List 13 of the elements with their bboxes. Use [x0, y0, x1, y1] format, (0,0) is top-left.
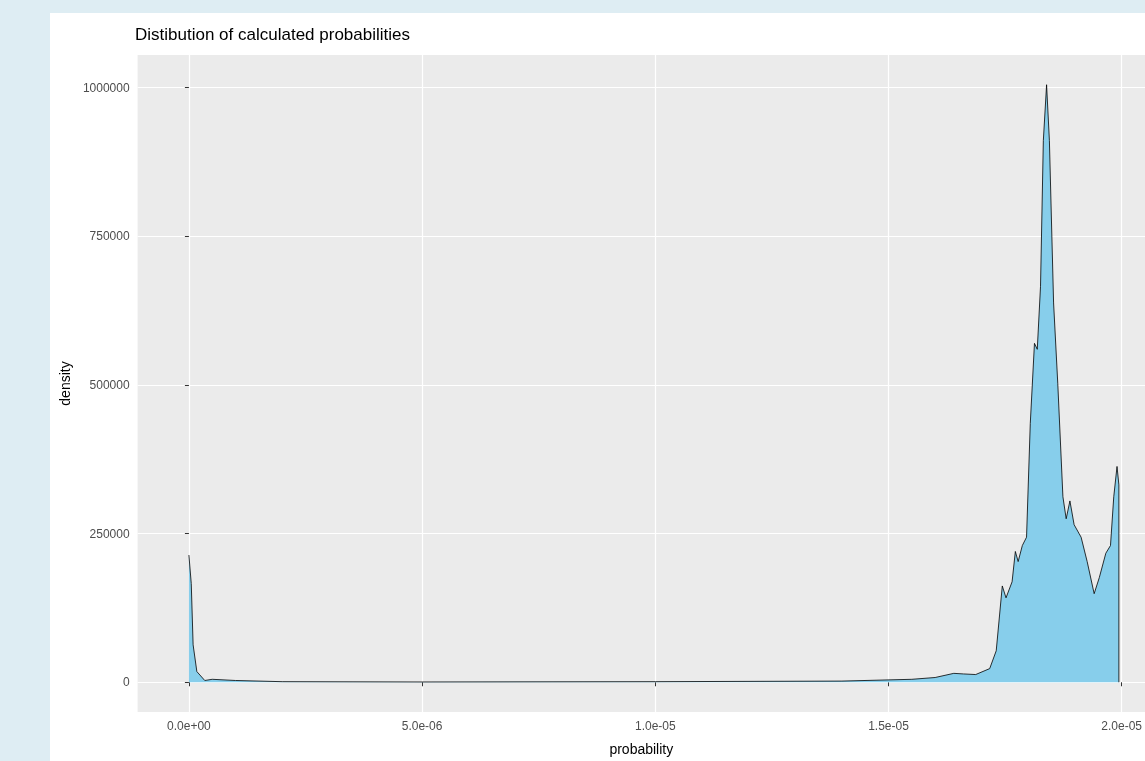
x-tick-label: 2.0e-05 — [1101, 719, 1143, 733]
y-tick-label: 500000 — [89, 377, 130, 392]
x-tick-label: 0.0e+00 — [167, 719, 212, 733]
x-tick-label: 1.5e-05 — [868, 719, 910, 733]
y-tick-label: 750000 — [89, 229, 130, 244]
y-tick-label: 0 — [122, 675, 130, 690]
chart-title: Distibution of calculated probabilities — [135, 25, 410, 44]
x-axis-title: probability — [609, 741, 674, 757]
x-tick-label: 1.0e-05 — [634, 719, 676, 733]
y-tick-label: 250000 — [89, 526, 130, 541]
y-tick-label: 1000000 — [82, 80, 130, 95]
x-tick-label: 5.0e-06 — [401, 719, 443, 733]
y-axis-title: density — [57, 361, 73, 406]
